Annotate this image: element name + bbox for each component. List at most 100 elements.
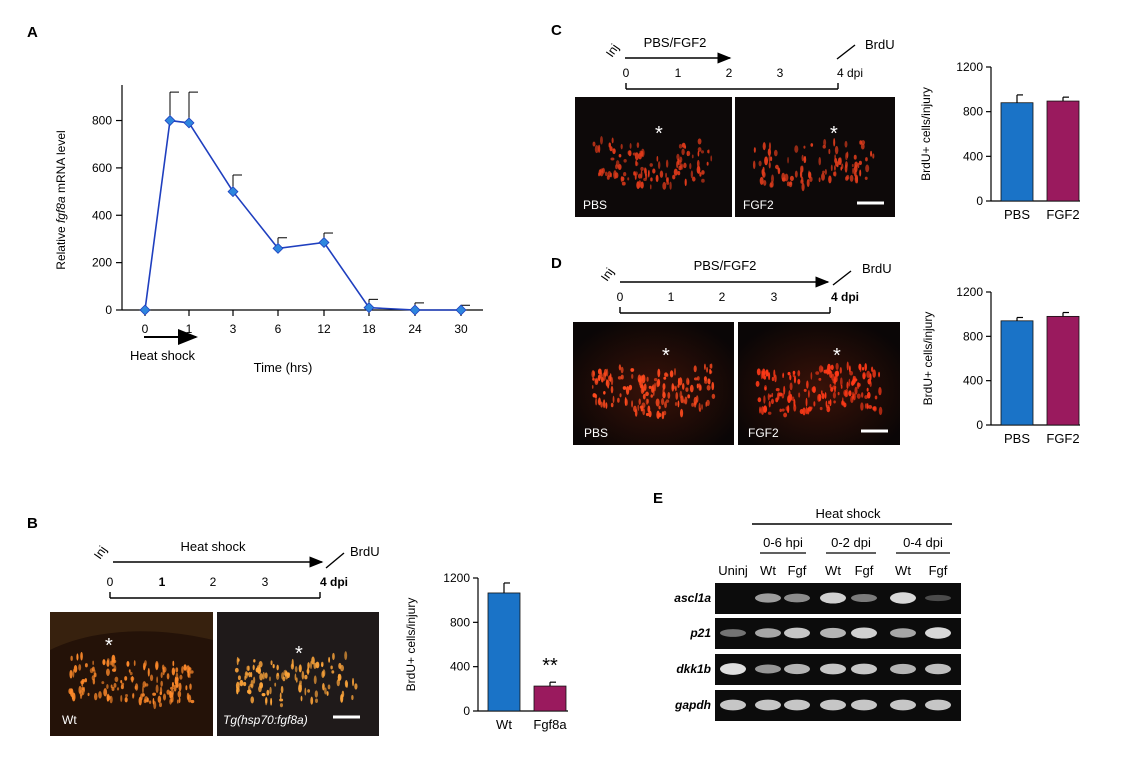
cell-signal — [659, 170, 664, 178]
cell-signal — [124, 676, 128, 681]
cell-signal — [870, 150, 873, 157]
cell-signal — [810, 371, 813, 380]
cell-signal — [113, 664, 117, 672]
x-tick-label: Fgf8a — [533, 717, 567, 732]
cell-signal — [873, 405, 877, 412]
cell-signal — [643, 177, 647, 182]
cell-signal — [189, 683, 192, 690]
cell-signal — [808, 175, 811, 179]
cell-signal — [872, 153, 875, 159]
cell-signal — [234, 667, 239, 673]
cell-signal — [805, 406, 808, 415]
cell-signal — [810, 406, 813, 410]
cell-signal — [848, 378, 851, 387]
cell-signal — [595, 398, 598, 406]
cell-signal — [862, 373, 866, 380]
cell-signal — [669, 181, 672, 190]
cell-signal — [641, 402, 646, 409]
cell-signal — [865, 164, 870, 173]
image-label: FGF2 — [748, 426, 779, 440]
cell-signal — [756, 368, 761, 376]
cell-signal — [791, 396, 795, 402]
injury-star: * — [295, 643, 303, 665]
cell-signal — [647, 405, 651, 413]
cell-signal — [783, 412, 788, 418]
gel-band — [851, 593, 877, 603]
cell-signal — [243, 681, 247, 687]
cell-signal — [771, 392, 774, 398]
y-tick-label: 200 — [92, 256, 112, 270]
gel-band — [925, 627, 951, 639]
x-tick-label: 18 — [362, 322, 376, 336]
cell-signal — [794, 170, 798, 178]
cell-signal — [769, 394, 772, 398]
cell-signal — [849, 174, 854, 182]
cell-signal — [705, 401, 708, 407]
cell-signal — [699, 172, 702, 177]
cell-signal — [159, 702, 162, 708]
bar — [1046, 100, 1080, 202]
cell-signal — [861, 366, 865, 371]
cell-signal — [657, 368, 661, 378]
cell-signal — [618, 153, 622, 158]
cell-signal — [120, 695, 123, 702]
gel-band — [820, 592, 846, 604]
cell-signal — [274, 682, 277, 687]
timeline-d: Inj PBS/FGF2 BrdU 0 1 2 3 4 dpi — [598, 258, 892, 314]
cell-signal — [628, 384, 633, 391]
gel-band — [890, 628, 916, 638]
cell-signal — [620, 366, 624, 374]
cell-signal — [684, 396, 688, 405]
bar — [1000, 102, 1034, 202]
cell-signal — [706, 399, 710, 407]
gel-band — [720, 699, 746, 711]
cell-signal — [156, 676, 159, 684]
cell-signal — [671, 383, 675, 392]
injury-star: * — [105, 635, 113, 657]
cell-signal — [799, 170, 803, 179]
cell-signal — [594, 145, 599, 154]
cell-signal — [627, 177, 630, 181]
cell-signal — [69, 669, 73, 679]
cell-signal — [152, 692, 157, 696]
cell-signal — [854, 386, 858, 395]
cell-signal — [840, 166, 843, 171]
cell-signal — [864, 176, 868, 180]
tick-label: 3 — [262, 575, 269, 589]
cell-signal — [608, 142, 612, 148]
cell-signal — [101, 681, 105, 685]
cell-signal — [307, 689, 311, 693]
gel-band — [925, 594, 951, 602]
cell-signal — [658, 405, 661, 410]
cell-signal — [322, 682, 325, 691]
cell-signal — [178, 697, 181, 704]
cell-signal — [640, 166, 644, 171]
cell-signal — [818, 393, 822, 402]
cell-signal — [829, 370, 833, 379]
cell-signal — [805, 397, 808, 407]
cell-signal — [618, 364, 622, 371]
cell-signal — [866, 387, 869, 392]
cell-signal — [326, 691, 329, 696]
cell-signal — [799, 409, 804, 415]
cell-signal — [759, 406, 761, 414]
image-label: Tg(hsp70:fgf8a) — [223, 713, 308, 727]
cell-signal — [631, 400, 634, 408]
tick-label: 4 dpi — [320, 575, 348, 589]
cell-signal — [98, 691, 102, 699]
cell-signal — [860, 392, 864, 398]
cell-signal — [859, 169, 862, 177]
cell-signal — [818, 377, 822, 381]
cell-signal — [859, 140, 863, 145]
cell-signal — [103, 688, 108, 697]
cell-signal — [250, 679, 254, 689]
cell-signal — [789, 175, 794, 181]
cell-signal — [678, 143, 683, 149]
cell-signal — [84, 678, 88, 683]
cell-signal — [767, 148, 772, 156]
cell-signal — [787, 395, 791, 403]
treatment-label: Heat shock — [180, 539, 246, 554]
x-tick-label: FGF2 — [1046, 207, 1079, 222]
cell-signal — [603, 390, 606, 395]
cell-signal — [629, 143, 632, 149]
